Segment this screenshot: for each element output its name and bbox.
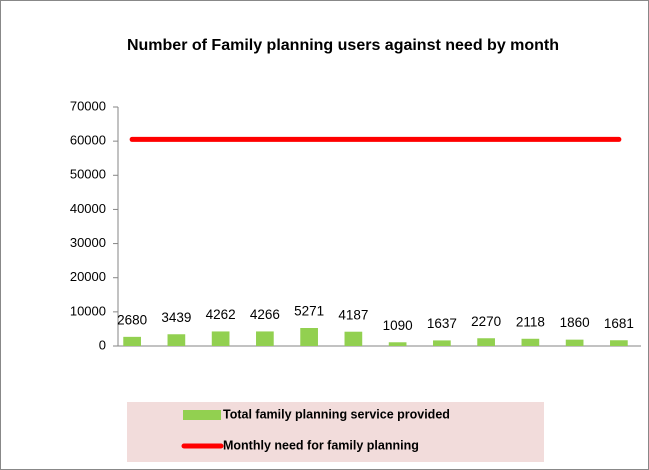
data-label: 4266	[250, 307, 280, 322]
legend-label: Monthly need for family planning	[223, 438, 419, 452]
legend-swatch	[183, 410, 221, 420]
data-label: 2680	[117, 312, 147, 327]
data-label: 2270	[471, 314, 501, 329]
data-label: 1637	[427, 316, 457, 331]
y-tick-label: 40000	[70, 201, 106, 216]
bar	[211, 331, 230, 346]
bar	[167, 334, 186, 346]
bar	[388, 342, 407, 346]
y-tick-label: 10000	[70, 303, 106, 318]
data-label: 4262	[206, 307, 236, 322]
bar	[433, 340, 451, 346]
bar	[300, 328, 318, 346]
bar	[521, 338, 540, 346]
bar	[610, 340, 628, 346]
data-label: 3439	[161, 310, 191, 325]
chart-title: Number of Family planning users against …	[127, 37, 559, 54]
data-label: 4187	[338, 307, 368, 322]
data-label: 1860	[560, 315, 590, 330]
bar	[256, 331, 274, 346]
bar	[477, 338, 495, 346]
data-label: 1090	[383, 318, 413, 333]
data-label: 2118	[516, 314, 545, 329]
y-tick-label: 0	[99, 337, 106, 352]
bar	[344, 331, 363, 346]
data-label: 5271	[294, 304, 324, 319]
y-tick-label: 50000	[70, 167, 106, 182]
y-tick-label: 70000	[70, 98, 106, 113]
legend-label: Total family planning service provided	[223, 407, 450, 421]
y-tick-label: 60000	[70, 133, 106, 148]
data-label: 1681	[604, 316, 634, 331]
bar	[123, 336, 141, 346]
y-tick-label: 30000	[70, 235, 106, 250]
bar	[565, 339, 584, 346]
y-tick-label: 20000	[70, 269, 106, 284]
